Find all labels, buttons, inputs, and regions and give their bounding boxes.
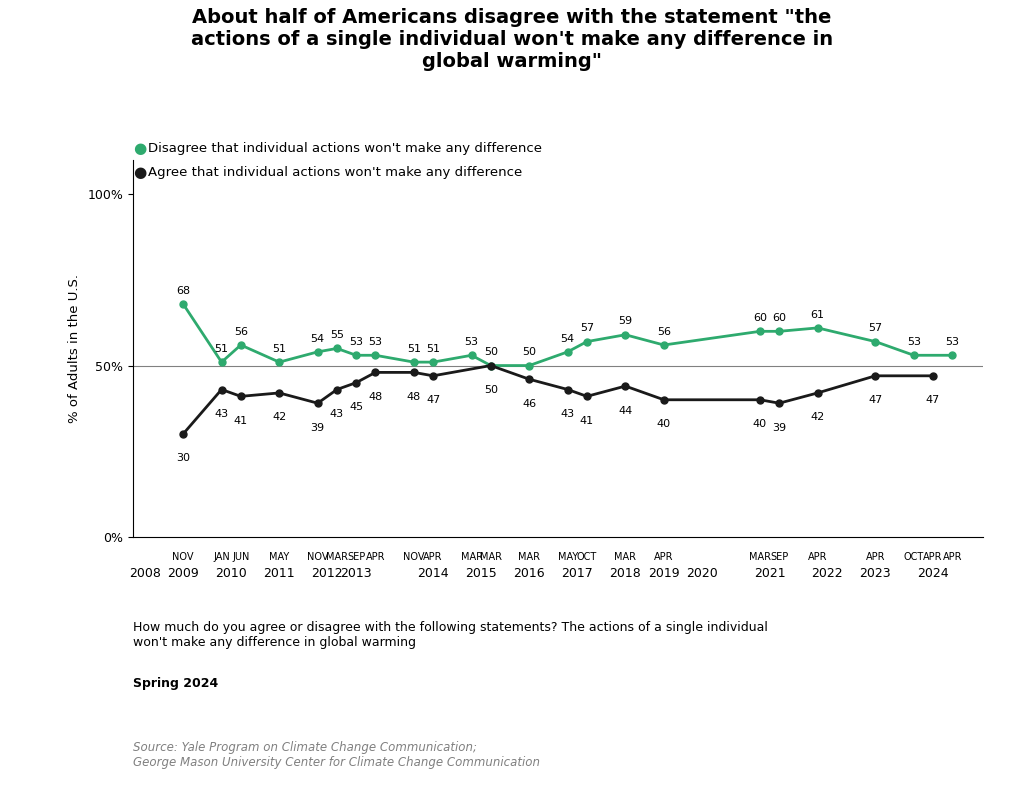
Text: 47: 47: [868, 395, 883, 405]
Text: APR: APR: [423, 552, 442, 562]
Text: 68: 68: [176, 286, 190, 296]
Text: NOV: NOV: [403, 552, 425, 562]
Text: Source: Yale Program on Climate Change Communication;
George Mason University Ce: Source: Yale Program on Climate Change C…: [133, 741, 540, 769]
Text: APR: APR: [924, 552, 943, 562]
Text: OCT: OCT: [904, 552, 924, 562]
Text: 50: 50: [483, 347, 498, 357]
Text: 2021: 2021: [754, 567, 785, 580]
Text: 44: 44: [618, 405, 633, 416]
Text: 57: 57: [580, 324, 594, 333]
Text: 39: 39: [310, 423, 325, 433]
Text: 40: 40: [753, 419, 767, 429]
Text: ●: ●: [133, 141, 146, 155]
Text: APR: APR: [366, 552, 385, 562]
Text: MAR: MAR: [326, 552, 348, 562]
Text: NOV: NOV: [172, 552, 194, 562]
Text: 2012: 2012: [311, 567, 343, 580]
Text: SEP: SEP: [347, 552, 366, 562]
Text: Agree that individual actions won't make any difference: Agree that individual actions won't make…: [148, 166, 522, 179]
Text: APR: APR: [808, 552, 827, 562]
Text: 43: 43: [560, 409, 574, 419]
Text: 53: 53: [945, 337, 959, 347]
Text: 2020: 2020: [686, 567, 718, 580]
Text: 2022: 2022: [811, 567, 843, 580]
Text: 53: 53: [465, 337, 478, 347]
Text: 53: 53: [907, 337, 921, 347]
Text: 45: 45: [349, 402, 364, 412]
Text: MAY: MAY: [269, 552, 290, 562]
Text: JUN: JUN: [232, 552, 250, 562]
Text: 51: 51: [407, 344, 421, 354]
Text: 40: 40: [656, 419, 671, 429]
Text: 2019: 2019: [648, 567, 680, 580]
Text: 51: 51: [272, 344, 287, 354]
Text: 2013: 2013: [340, 567, 372, 580]
Text: 2008: 2008: [129, 567, 161, 580]
Text: MAR: MAR: [461, 552, 482, 562]
Text: 43: 43: [330, 409, 344, 419]
Text: APR: APR: [654, 552, 674, 562]
Text: 2010: 2010: [215, 567, 247, 580]
Text: 46: 46: [522, 399, 537, 409]
Text: MAR: MAR: [749, 552, 771, 562]
Text: How much do you agree or disagree with the following statements? The actions of : How much do you agree or disagree with t…: [133, 621, 768, 649]
Text: 42: 42: [811, 413, 824, 422]
Text: SEP: SEP: [770, 552, 788, 562]
Text: APR: APR: [865, 552, 885, 562]
Text: 60: 60: [753, 313, 767, 323]
Text: 2011: 2011: [263, 567, 295, 580]
Text: 51: 51: [215, 344, 228, 354]
Y-axis label: % of Adults in the U.S.: % of Adults in the U.S.: [68, 274, 81, 423]
Text: 2009: 2009: [167, 567, 199, 580]
Text: 42: 42: [272, 413, 287, 422]
Text: MAR: MAR: [614, 552, 636, 562]
Text: 60: 60: [772, 313, 786, 323]
Text: 2024: 2024: [918, 567, 949, 580]
Text: MAR: MAR: [518, 552, 541, 562]
Text: 54: 54: [560, 333, 574, 344]
Text: About half of Americans disagree with the statement "the
actions of a single ind: About half of Americans disagree with th…: [190, 8, 834, 71]
Text: 59: 59: [618, 316, 633, 327]
Text: 61: 61: [811, 309, 824, 320]
Text: 54: 54: [310, 333, 325, 344]
Text: 41: 41: [580, 416, 594, 426]
Text: 2018: 2018: [609, 567, 641, 580]
Text: 2017: 2017: [561, 567, 593, 580]
Text: ●: ●: [133, 165, 146, 179]
Text: 39: 39: [772, 423, 786, 433]
Text: 47: 47: [926, 395, 940, 405]
Text: 43: 43: [214, 409, 228, 419]
Text: Spring 2024: Spring 2024: [133, 677, 218, 690]
Text: 2023: 2023: [859, 567, 891, 580]
Text: 56: 56: [656, 327, 671, 336]
Text: 53: 53: [349, 337, 364, 347]
Text: MAR: MAR: [480, 552, 502, 562]
Text: Disagree that individual actions won't make any difference: Disagree that individual actions won't m…: [148, 142, 543, 155]
Text: 50: 50: [483, 385, 498, 395]
Text: APR: APR: [942, 552, 962, 562]
Text: OCT: OCT: [577, 552, 597, 562]
Text: 50: 50: [522, 347, 537, 357]
Text: 55: 55: [330, 330, 344, 340]
Text: MAY: MAY: [558, 552, 578, 562]
Text: JAN: JAN: [213, 552, 230, 562]
Text: NOV: NOV: [307, 552, 329, 562]
Text: 2015: 2015: [465, 567, 497, 580]
Text: 41: 41: [233, 416, 248, 426]
Text: 48: 48: [369, 392, 383, 402]
Text: 47: 47: [426, 395, 440, 405]
Text: 57: 57: [868, 324, 883, 333]
Text: 2014: 2014: [417, 567, 449, 580]
Text: 2016: 2016: [513, 567, 545, 580]
Text: 48: 48: [407, 392, 421, 402]
Text: 53: 53: [369, 337, 382, 347]
Text: 56: 56: [233, 327, 248, 336]
Text: 51: 51: [426, 344, 440, 354]
Text: 30: 30: [176, 453, 190, 464]
